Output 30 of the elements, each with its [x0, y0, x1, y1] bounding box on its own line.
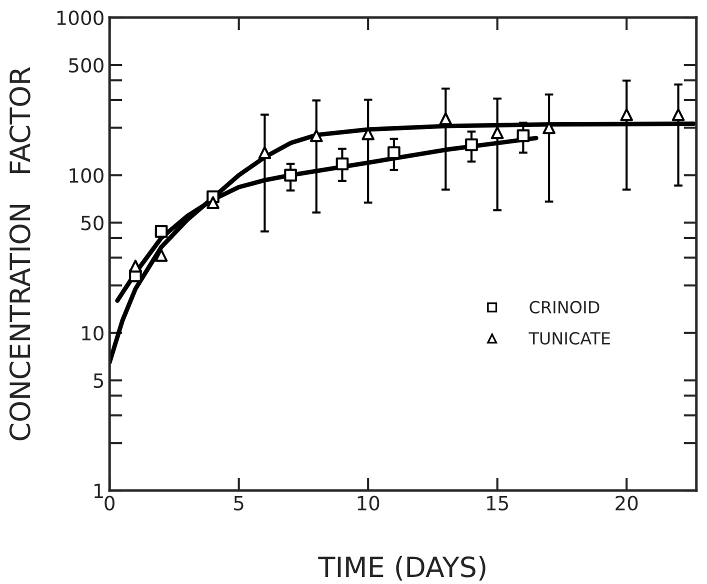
y-tick-label: 100	[70, 168, 104, 183]
y-tick-label: 1	[94, 484, 103, 498]
point	[620, 108, 634, 122]
y-tick-label: 500	[69, 58, 104, 73]
point	[284, 168, 297, 182]
point	[258, 146, 272, 160]
point	[490, 126, 504, 140]
point	[336, 157, 349, 170]
legend-label: CRINOID	[530, 300, 600, 314]
x-tick-label: 15	[487, 496, 508, 510]
point	[672, 108, 685, 122]
y-tick-label: 5	[94, 374, 104, 388]
point	[516, 129, 530, 142]
x-tick-label: 10	[358, 496, 380, 510]
x-tick-label: 20	[616, 496, 638, 510]
legend-label: TUNICATE	[528, 332, 610, 345]
point	[542, 121, 556, 134]
point	[439, 112, 452, 126]
point	[310, 129, 323, 142]
x-tick-label: 5	[234, 496, 244, 510]
y-tick-label: 10	[82, 326, 104, 341]
x-tick-label: 0	[104, 496, 114, 510]
point	[388, 146, 400, 160]
point	[154, 224, 168, 238]
y-tick-label: 50	[81, 216, 104, 230]
point	[206, 196, 220, 210]
y-axis-title: CONCENTRATION FACTOR	[9, 67, 30, 440]
x-axis-title: TIME (DAYS)	[318, 556, 486, 581]
y-tick-label: 1000	[57, 10, 104, 26]
point	[465, 138, 478, 152]
